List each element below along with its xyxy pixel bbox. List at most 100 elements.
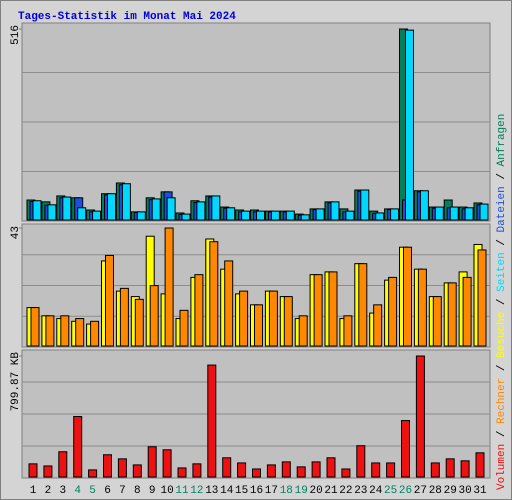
bar bbox=[43, 465, 53, 478]
bar bbox=[460, 460, 470, 478]
x-tick-label: 15 bbox=[235, 485, 248, 497]
bar bbox=[345, 210, 355, 221]
bar bbox=[388, 276, 398, 347]
bar bbox=[77, 207, 87, 221]
bar bbox=[464, 207, 474, 221]
bar bbox=[285, 210, 295, 221]
x-tick-label: 21 bbox=[324, 485, 338, 497]
bar bbox=[356, 445, 366, 478]
bar bbox=[62, 196, 72, 221]
bar bbox=[386, 462, 396, 478]
legend-entry: Seiten bbox=[496, 252, 508, 292]
bar bbox=[268, 290, 278, 347]
legend-separator: / bbox=[496, 358, 508, 378]
bar bbox=[311, 461, 321, 478]
bar bbox=[371, 462, 381, 478]
bar bbox=[177, 467, 187, 478]
bar bbox=[60, 315, 70, 347]
bar bbox=[162, 449, 172, 478]
bar bbox=[300, 214, 310, 221]
bar bbox=[254, 304, 263, 347]
bar bbox=[281, 461, 291, 478]
bar bbox=[224, 260, 234, 347]
bar bbox=[358, 263, 368, 347]
bar bbox=[32, 200, 42, 221]
bar bbox=[401, 420, 410, 478]
bar bbox=[266, 464, 276, 478]
legend-separator: / bbox=[496, 424, 508, 444]
bar bbox=[226, 207, 236, 221]
x-tick-label: 23 bbox=[354, 485, 367, 497]
x-tick-label: 3 bbox=[59, 485, 66, 497]
bar bbox=[105, 254, 114, 347]
x-tick-label: 18 bbox=[280, 485, 293, 497]
bar bbox=[207, 364, 217, 478]
bar bbox=[92, 210, 102, 221]
y-tick-label: 516 bbox=[10, 25, 22, 45]
legend-separator: / bbox=[496, 166, 508, 186]
bar bbox=[375, 212, 385, 221]
bar bbox=[237, 462, 247, 478]
x-tick-label: 11 bbox=[175, 485, 189, 497]
legend-separator: / bbox=[496, 232, 508, 252]
legend-entry: Volumen bbox=[496, 444, 508, 490]
x-tick-label: 20 bbox=[309, 485, 322, 497]
bar bbox=[28, 463, 38, 478]
bar bbox=[45, 315, 55, 347]
bar bbox=[256, 210, 265, 221]
legend-entry: Rechner bbox=[496, 378, 508, 424]
x-tick-label: 1 bbox=[30, 485, 37, 497]
x-tick-label: 4 bbox=[74, 485, 81, 497]
x-tick-label: 9 bbox=[149, 485, 156, 497]
bar bbox=[132, 464, 142, 478]
bar bbox=[239, 290, 249, 347]
bar bbox=[136, 211, 146, 221]
bar bbox=[328, 271, 338, 347]
bar bbox=[447, 282, 457, 347]
x-tick-label: 2 bbox=[45, 485, 52, 497]
x-tick-label: 5 bbox=[89, 485, 96, 497]
legend-entry: Besuche bbox=[496, 312, 508, 358]
bar bbox=[192, 463, 202, 478]
bar bbox=[222, 457, 232, 478]
bar bbox=[417, 268, 427, 347]
bar bbox=[196, 201, 206, 221]
bar bbox=[405, 29, 414, 221]
legend-entry: Anfragen bbox=[496, 114, 508, 167]
x-tick-label: 28 bbox=[429, 485, 442, 497]
x-tick-label: 16 bbox=[250, 485, 263, 497]
bar bbox=[151, 198, 161, 221]
x-tick-label: 24 bbox=[369, 485, 383, 497]
bar bbox=[47, 204, 57, 221]
bar bbox=[119, 287, 129, 347]
bar bbox=[445, 458, 455, 478]
bar bbox=[479, 203, 489, 221]
bar bbox=[270, 210, 280, 221]
bar bbox=[149, 285, 159, 347]
bar bbox=[75, 318, 85, 347]
bar bbox=[343, 315, 353, 347]
bar bbox=[30, 307, 40, 347]
bar bbox=[90, 320, 100, 347]
bar bbox=[166, 197, 176, 221]
bar bbox=[147, 446, 157, 478]
y-tick-label: 43 bbox=[10, 226, 22, 239]
bar bbox=[430, 462, 440, 478]
chart-title: Tages-Statistik im Monat Mai 2024 bbox=[18, 11, 236, 23]
bar bbox=[179, 309, 189, 347]
x-tick-label: 7 bbox=[119, 485, 126, 497]
bar bbox=[462, 276, 472, 347]
bar bbox=[117, 458, 127, 478]
bar bbox=[241, 210, 251, 221]
bar bbox=[313, 274, 323, 347]
x-tick-label: 26 bbox=[399, 485, 412, 497]
bar bbox=[211, 195, 221, 221]
bar bbox=[315, 208, 325, 221]
bar bbox=[103, 454, 112, 478]
x-tick-label: 8 bbox=[134, 485, 141, 497]
x-tick-label: 29 bbox=[444, 485, 457, 497]
x-tick-label: 30 bbox=[458, 485, 471, 497]
x-tick-label: 19 bbox=[295, 485, 308, 497]
x-tick-label: 27 bbox=[414, 485, 427, 497]
